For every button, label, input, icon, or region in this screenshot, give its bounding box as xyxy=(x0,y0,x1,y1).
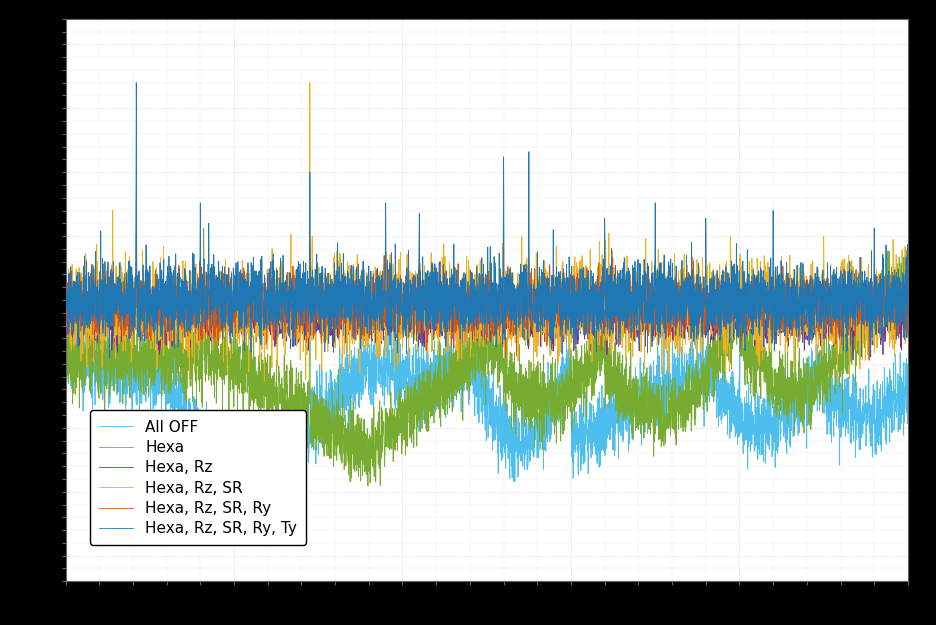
Hexa, Rz, SR xyxy=(258,378,270,385)
Hexa xyxy=(565,345,577,352)
Hexa xyxy=(60,346,71,354)
Hexa, Rz xyxy=(565,306,577,314)
Hexa, Rz, SR xyxy=(212,316,224,323)
Hexa, Rz xyxy=(753,308,764,315)
Hexa, Rz, SR xyxy=(60,319,71,326)
Line: Hexa, Rz: Hexa, Rz xyxy=(66,274,908,360)
All OFF xyxy=(689,369,700,377)
Hexa xyxy=(902,283,914,291)
All OFF xyxy=(565,405,577,412)
Hexa, Rz, SR, Ry xyxy=(382,282,393,290)
Hexa xyxy=(198,224,210,232)
Hexa, Rz, SR, Ry, Ty xyxy=(753,268,764,276)
Hexa, Rz, SR, Ry, Ty xyxy=(131,79,142,86)
Hexa, Rz, SR xyxy=(689,271,700,279)
All OFF xyxy=(60,349,71,357)
Line: Hexa, Rz, SR, Ry, Ty: Hexa, Rz, SR, Ry, Ty xyxy=(66,82,908,358)
Hexa, Rz xyxy=(607,324,619,332)
Hexa, Rz, SR, Ry xyxy=(131,232,142,240)
Hexa, Rz, SR xyxy=(565,304,577,311)
Hexa, Rz, SR, Ry, Ty xyxy=(608,278,620,285)
Hexa, Rz xyxy=(382,326,393,333)
Hexa, Rz, SR xyxy=(382,307,393,314)
Hexa, Rz, SR, Ry, Ty xyxy=(213,302,225,309)
Hexa, Rz, SR, Ry xyxy=(689,303,700,311)
Hexa, Rz xyxy=(60,318,71,326)
Legend: All OFF, Hexa, Hexa, Rz, Hexa, Rz, SR, Hexa, Rz, SR, Ry, Hexa, Rz, SR, Ry, Ty: All OFF, Hexa, Hexa, Rz, Hexa, Rz, SR, H… xyxy=(90,411,306,546)
Hexa, Rz, SR xyxy=(304,79,315,86)
Hexa, Rz, SR, Ry, Ty xyxy=(689,332,700,340)
Hexa, Rz xyxy=(213,318,225,326)
Hexa, Rz xyxy=(902,333,914,341)
All OFF xyxy=(608,405,620,412)
Hexa, Rz, SR xyxy=(608,313,620,321)
Line: All OFF: All OFF xyxy=(66,314,908,533)
All OFF xyxy=(902,390,914,398)
Hexa, Rz, SR xyxy=(753,309,764,316)
Hexa, Rz, SR, Ry, Ty xyxy=(104,354,115,362)
Hexa, Rz, SR, Ry xyxy=(607,328,619,335)
Hexa, Rz, SR, Ry xyxy=(60,308,71,315)
Line: Hexa: Hexa xyxy=(66,228,908,486)
Hexa, Rz xyxy=(689,326,700,334)
Hexa xyxy=(362,482,373,489)
Hexa xyxy=(689,383,700,391)
Hexa, Rz, SR, Ry xyxy=(213,314,225,321)
Hexa, Rz xyxy=(847,356,858,364)
Hexa, Rz, SR, Ry, Ty xyxy=(382,285,393,292)
Hexa, Rz, SR, Ry xyxy=(902,292,914,300)
All OFF xyxy=(228,529,240,537)
Hexa, Rz xyxy=(202,271,213,278)
Hexa, Rz, SR, Ry, Ty xyxy=(60,288,71,295)
Hexa xyxy=(608,372,620,380)
Hexa, Rz, SR, Ry, Ty xyxy=(565,331,577,338)
All OFF xyxy=(212,482,224,489)
All OFF xyxy=(753,434,764,442)
Line: Hexa, Rz, SR: Hexa, Rz, SR xyxy=(66,82,908,381)
Hexa xyxy=(753,357,764,364)
Line: Hexa, Rz, SR, Ry: Hexa, Rz, SR, Ry xyxy=(66,236,908,360)
Hexa xyxy=(213,345,225,352)
Hexa, Rz, SR xyxy=(902,308,914,315)
Hexa, Rz, SR, Ry, Ty xyxy=(902,311,914,319)
All OFF xyxy=(382,391,393,399)
Hexa, Rz, SR, Ry xyxy=(753,294,764,301)
All OFF xyxy=(383,311,394,318)
Hexa, Rz, SR, Ry xyxy=(864,356,875,364)
Hexa xyxy=(382,410,393,418)
Hexa, Rz, SR, Ry xyxy=(565,272,577,279)
